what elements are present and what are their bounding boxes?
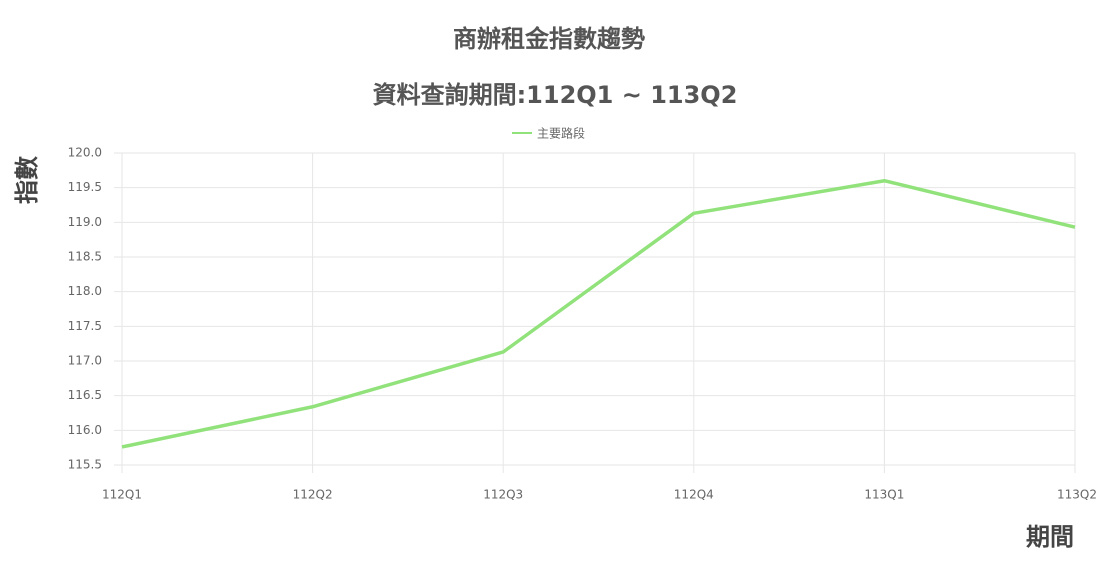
y-tick-label: 117.0 xyxy=(68,354,102,368)
y-tick-label: 118.5 xyxy=(68,250,102,264)
chart-subtitle: 資料查詢期間:112Q1 ~ 113Q2 xyxy=(373,81,738,109)
y-tick-label: 120.0 xyxy=(68,146,102,160)
y-tick-label: 119.0 xyxy=(68,215,102,229)
x-tick-label: 112Q1 xyxy=(102,488,142,502)
x-axis-label: 期間 xyxy=(1026,523,1074,551)
y-tick-label: 119.5 xyxy=(68,180,102,194)
line xyxy=(121,178,1076,449)
y-tick-label: 116.0 xyxy=(68,423,102,437)
x-tick-label: 112Q2 xyxy=(293,488,333,502)
x-tick-label: 112Q4 xyxy=(674,488,714,502)
y-tick-label: 115.5 xyxy=(68,458,102,472)
x-tick-label: 113Q2 xyxy=(1057,488,1097,502)
y-tick-label: 116.5 xyxy=(68,388,102,402)
y-tick-label: 117.5 xyxy=(68,319,102,333)
chart-title: 商辦租金指數趨勢 xyxy=(453,25,645,53)
x-tick-label: 113Q1 xyxy=(864,488,904,502)
legend-label: 主要路段 xyxy=(537,126,585,141)
y-axis-label: 指數 xyxy=(13,156,41,204)
y-tick-label: 118.0 xyxy=(68,284,102,298)
x-tick-label: 112Q3 xyxy=(483,488,523,502)
